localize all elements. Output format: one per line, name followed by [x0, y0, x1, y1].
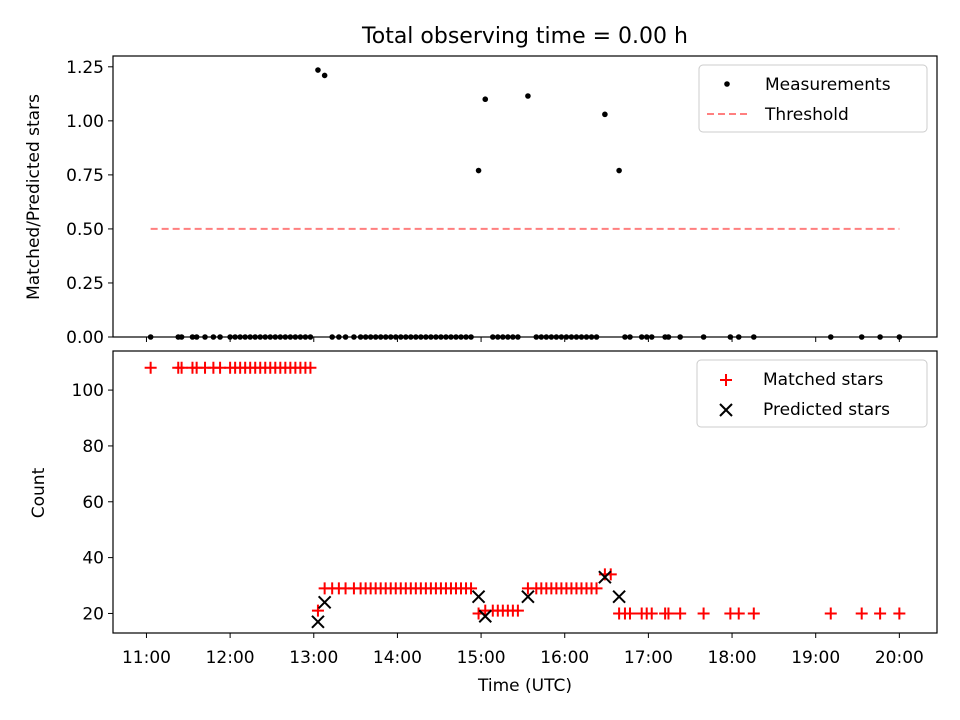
matched-star-point [747, 607, 760, 620]
top-legend-frame [698, 64, 928, 133]
top-legend: Measurements Threshold [698, 64, 928, 133]
y-tick-label: 0.75 [66, 166, 104, 186]
legend-predicted-marker [719, 403, 733, 417]
y-tick-label: 0.25 [66, 274, 104, 294]
matched-star-point [144, 361, 157, 374]
y-tick-label: 1.00 [66, 112, 104, 132]
bottom-y-ticks: 20 40 60 80 100 [72, 381, 113, 624]
y-tick-label: 20 [82, 604, 104, 624]
matched-star-point [674, 607, 687, 620]
bottom-x-ticks: 11:00 12:00 13:00 14:00 15:00 16:00 17:00 18:00… [122, 633, 924, 668]
y-tick-label: 80 [82, 437, 104, 457]
measurement-point [616, 167, 622, 174]
predicted-star-point [471, 589, 486, 604]
matched-star-point [874, 607, 887, 620]
measurement-point [482, 96, 489, 103]
top-panel: 0.00 0.25 0.50 0.75 1.00 1.25 Matched/Predict… [24, 55, 938, 348]
measurement-point [525, 93, 531, 99]
matched-star-point [824, 607, 837, 620]
y-tick-label: 1.25 [66, 58, 104, 78]
x-axis-label: Time (UTC) [477, 676, 572, 696]
matched-star-point [697, 607, 710, 620]
x-tick-label: 16:00 [540, 648, 589, 668]
measurement-point [321, 72, 328, 79]
legend-matched-marker [720, 374, 732, 386]
predicted-star-point [521, 589, 535, 604]
x-tick-label: 20:00 [875, 648, 924, 668]
matched-star-point [465, 582, 478, 595]
x-tick-label: 13:00 [289, 648, 338, 668]
matched-star-point [855, 607, 868, 620]
legend-matched-label: Matched stars [763, 370, 883, 390]
matched-star-point [590, 582, 603, 595]
matched-star-point [511, 604, 524, 617]
bottom-panel: 20 40 60 80 100 11:00 12:00 13:00 14:00 15:00 16:… [29, 350, 938, 696]
predicted-star-point [598, 570, 612, 584]
matched-star-point [311, 604, 324, 617]
measurement-point [475, 167, 482, 174]
x-tick-label: 11:00 [122, 648, 171, 668]
matched-star-point [175, 361, 188, 374]
matched-star-point [732, 607, 745, 620]
predicted-star-point [478, 609, 492, 623]
matched-star-point [304, 361, 317, 374]
y-tick-label: 40 [82, 549, 104, 569]
y-tick-label: 60 [82, 493, 104, 513]
predicted-star-point [612, 589, 626, 604]
matched-star-point [662, 607, 675, 620]
x-tick-label: 18:00 [708, 648, 757, 668]
x-tick-label: 17:00 [624, 648, 673, 668]
top-x-ticks [145, 337, 900, 342]
bottom-legend-frame [696, 359, 928, 428]
bottom-plot-frame [112, 350, 938, 634]
top-y-axis-label: Matched/Predicted stars [24, 94, 44, 300]
legend-measurements-label: Measurements [765, 75, 891, 95]
matched-star-point [214, 361, 227, 374]
bottom-y-axis-label: Count [29, 467, 49, 518]
y-tick-label: 100 [72, 381, 104, 401]
y-tick-label: 0.00 [66, 328, 104, 348]
bottom-plot-marks [144, 361, 906, 629]
measurement-point [315, 67, 321, 73]
chart-title: Total observing time = 0.00 h [361, 24, 688, 49]
x-tick-label: 12:00 [206, 648, 255, 668]
x-tick-label: 19:00 [791, 648, 840, 668]
predicted-star-point [317, 595, 332, 609]
bottom-legend: Matched stars Predicted stars [696, 359, 928, 428]
top-plot-frame [112, 55, 938, 338]
matched-star-point [623, 607, 636, 620]
legend-predicted-label: Predicted stars [763, 400, 890, 420]
legend-threshold-label: Threshold [764, 105, 849, 125]
matched-star-point [645, 607, 658, 620]
x-tick-label: 15:00 [457, 648, 506, 668]
legend-measurements-marker [724, 81, 730, 87]
matched-star-point [893, 607, 906, 620]
measurement-point [602, 111, 608, 118]
predicted-star-point [311, 615, 325, 629]
top-y-ticks: 0.00 0.25 0.50 0.75 1.00 1.25 [66, 58, 113, 348]
x-tick-label: 14:00 [373, 648, 422, 668]
y-tick-label: 0.50 [66, 220, 104, 240]
